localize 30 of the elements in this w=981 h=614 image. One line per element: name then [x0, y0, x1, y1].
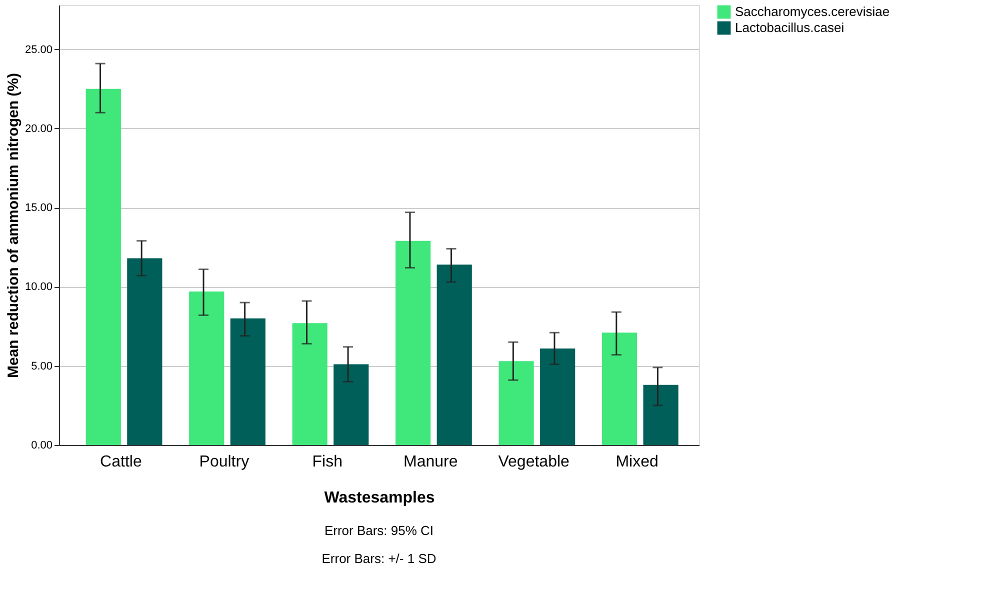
text: Error Bars: +/- 1 SD: [322, 551, 436, 566]
bar: [189, 291, 224, 445]
x-tick-label: Poultry: [199, 454, 250, 470]
y-axis-title: Mean reduction of ammonium nitrogen (%): [4, 72, 22, 378]
y-tick-label: 5.00: [31, 360, 52, 372]
bar: [602, 332, 638, 445]
y-tick-label: 10.00: [24, 281, 52, 294]
x-tick-label: Mixed: [616, 454, 658, 470]
bar: [498, 361, 534, 445]
x-tick-label: Vegetable: [498, 454, 570, 470]
bar: [334, 364, 369, 445]
text: Error Bars: 95% CI: [324, 523, 434, 538]
bar: [396, 240, 431, 445]
bar: [436, 264, 472, 445]
x-tick-label: Fish: [312, 454, 343, 470]
bar: [127, 258, 162, 445]
bar: [86, 88, 121, 445]
x-tick-label: Manure: [403, 454, 458, 470]
y-tick-label: 15.00: [24, 202, 52, 214]
legend-label: Lactobacillus.casei: [735, 20, 844, 35]
y-tick-label: 0.00: [31, 440, 52, 452]
y-tick-label: 20.00: [24, 122, 52, 135]
bar: [292, 323, 328, 445]
x-axis-title: Wastesamples: [324, 490, 435, 506]
y-tick-label: 25.00: [24, 44, 52, 56]
bar: [643, 384, 678, 445]
bar: [540, 348, 576, 445]
bar: [230, 318, 266, 445]
x-tick-label: Cattle: [100, 454, 142, 470]
legend-label: Saccharomyces.cerevisiae: [735, 4, 890, 19]
